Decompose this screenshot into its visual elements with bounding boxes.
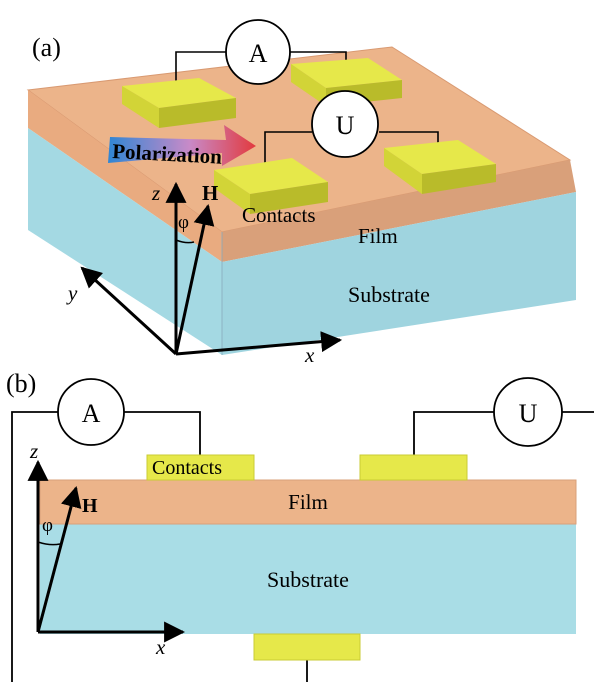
contact-back-right (291, 58, 402, 106)
voltmeter-circle-b (493, 377, 563, 447)
axis-z-label-b: z (29, 439, 38, 463)
ammeter-circle-b (57, 378, 125, 446)
ammeter-label-a: A (249, 39, 268, 68)
polarization-label: Polarization (112, 139, 223, 169)
polarization-arrow (108, 125, 256, 166)
contact-top-left-b (146, 454, 255, 481)
voltmeter-circle-a (311, 90, 379, 158)
contact-bottom-b (253, 633, 361, 661)
angle-arc-a (175, 239, 195, 244)
contacts-label-b: Contacts (152, 457, 222, 479)
voltmeter-label-a: U (336, 111, 355, 140)
ammeter-label-b: A (82, 399, 101, 428)
axis-x-label-b: x (155, 635, 166, 659)
contact-back-left (122, 78, 236, 128)
panel-b-label: (b) (6, 369, 36, 398)
h-vector-a (174, 203, 215, 355)
film-layer-b (39, 479, 577, 525)
substrate-label-b: Substrate (267, 567, 349, 592)
panel-b: (b) A U Contacts Film Substrate z x H φ (6, 369, 594, 682)
angle-label-a: φ (178, 212, 189, 233)
y-axis-a (80, 266, 178, 356)
panel-a-label: (a) (32, 33, 61, 62)
substrate-layer-b (40, 524, 576, 634)
panel-a: A U Polarization Contacts Film Substrate (26, 19, 576, 367)
ammeter-wire-b (11, 411, 58, 682)
film-front-side (28, 90, 222, 262)
film-label-b: Film (288, 490, 328, 514)
axis-x-label-a: x (304, 343, 315, 367)
voltmeter-label-b: U (519, 399, 538, 428)
contacts-label-a: Contacts (242, 203, 316, 227)
ammeter-wire (175, 51, 228, 92)
angle-arc-b (37, 541, 61, 546)
field-label-a: H (202, 181, 218, 205)
voltmeter-wire-b-left (413, 411, 494, 455)
angle-label-b: φ (42, 515, 53, 536)
contact-front-right (384, 140, 496, 194)
film-label-a: Film (358, 224, 398, 248)
h-vector-b (36, 485, 82, 633)
film-right-side (222, 160, 576, 262)
x-axis-a (175, 331, 343, 356)
ammeter-circle-a (225, 19, 291, 85)
substrate-front-side (28, 128, 222, 355)
substrate-label-a: Substrate (348, 282, 430, 307)
axis-z-label-a: z (151, 181, 160, 205)
field-label-b: H (82, 495, 98, 517)
ammeter-wire-b-right (124, 411, 201, 455)
contact-top-right-b (359, 454, 468, 481)
substrate-right-side (222, 192, 576, 355)
axis-y-label-a: y (66, 281, 78, 305)
contact-front-left (214, 158, 328, 214)
